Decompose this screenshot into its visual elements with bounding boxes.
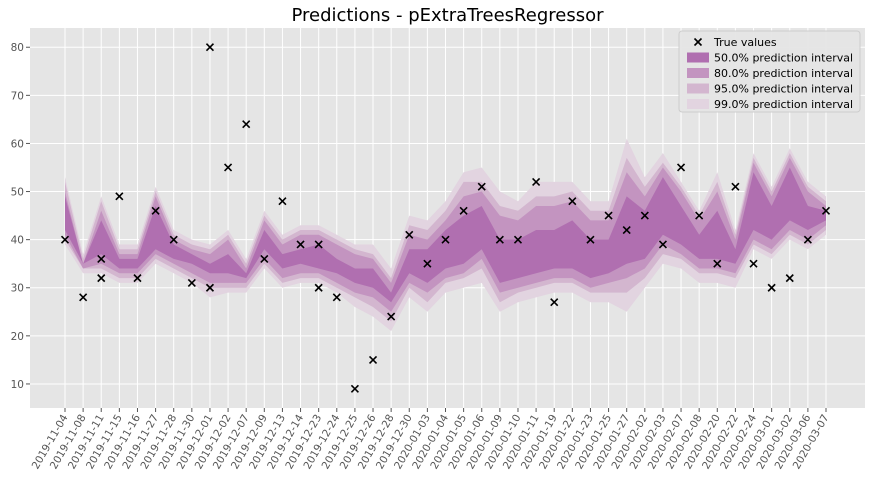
true-value-point: [477, 182, 486, 191]
legend-label: 50.0% prediction interval: [714, 52, 853, 65]
true-value-point: [350, 384, 359, 393]
true-value-point: [803, 235, 812, 244]
true-value-point: [97, 254, 106, 263]
true-value-point: [658, 240, 667, 249]
true-value-point: [513, 235, 523, 244]
true-value-point: [749, 259, 758, 268]
true-value-point: [713, 259, 722, 268]
true-value-point: [314, 283, 323, 292]
true-value-point: [423, 259, 432, 268]
true-value-point: [586, 235, 595, 244]
true-value-markers: [60, 43, 831, 393]
y-tick-label: 10: [11, 379, 24, 391]
true-value-point: [332, 293, 341, 302]
true-value-point: [205, 43, 215, 52]
band-50-0-prediction-interval: [65, 167, 826, 303]
y-axis: 10 20 30 40 50 60 70 80: [11, 42, 30, 391]
true-value-point: [224, 163, 233, 172]
legend-swatch: [687, 68, 709, 78]
true-value-point: [550, 298, 559, 307]
legend-swatch: [687, 99, 709, 109]
true-value-point: [115, 192, 124, 201]
legend-label: True values: [713, 36, 777, 49]
true-value-point: [695, 211, 704, 220]
true-value-point: [314, 240, 323, 249]
true-value-point: [133, 274, 142, 283]
true-value-point: [622, 225, 631, 235]
true-value-point: [731, 182, 740, 191]
legend: True values 50.0% prediction interval 80.0…: [678, 30, 861, 113]
legend-swatch: [687, 83, 709, 94]
true-value-point: [604, 211, 613, 220]
true-value-point: [169, 235, 178, 244]
y-tick-label: 20: [11, 331, 24, 343]
true-value-point: [459, 206, 468, 215]
legend-label: 99.0% prediction interval: [714, 98, 853, 111]
true-value-point: [79, 293, 88, 302]
y-tick-label: 60: [11, 138, 24, 150]
legend-swatch: [687, 52, 709, 63]
x-axis: 2019-11-042019-11-082019-11-112019-11-15…: [30, 408, 832, 471]
prediction-bands: [65, 138, 826, 331]
true-value-point: [242, 120, 251, 129]
y-tick-label: 50: [11, 187, 24, 199]
true-value-point: [187, 278, 196, 288]
true-value-point: [532, 177, 541, 186]
true-value-point: [260, 254, 269, 263]
true-value-point: [296, 240, 305, 249]
chart-title: Predictions - pExtraTreesRegressor: [291, 5, 604, 26]
legend-box: [678, 30, 861, 113]
true-value-point: [60, 235, 70, 244]
true-value-point: [405, 230, 414, 239]
grid-lines: [30, 28, 865, 408]
y-tick-label: 40: [11, 235, 24, 247]
y-tick-label: 80: [11, 42, 24, 54]
true-value-point: [205, 283, 215, 292]
true-value-point: [676, 163, 686, 172]
true-value-point: [368, 355, 378, 364]
true-value-point: [97, 274, 106, 283]
true-value-point: [568, 197, 577, 206]
true-value-point: [278, 197, 287, 206]
true-value-point: [151, 206, 160, 215]
legend-label: 80.0% prediction interval: [714, 67, 853, 80]
y-tick-label: 70: [11, 90, 24, 102]
true-value-point: [785, 274, 794, 283]
true-value-point: [821, 206, 831, 215]
true-value-point: [767, 283, 776, 292]
true-value-point: [441, 235, 450, 244]
y-tick-label: 30: [11, 283, 24, 295]
true-value-point: [495, 235, 504, 244]
true-value-point: [387, 312, 396, 321]
legend-label: 95.0% prediction interval: [714, 83, 853, 96]
true-value-point: [640, 211, 649, 220]
legend-marker-true-values: [693, 37, 703, 47]
